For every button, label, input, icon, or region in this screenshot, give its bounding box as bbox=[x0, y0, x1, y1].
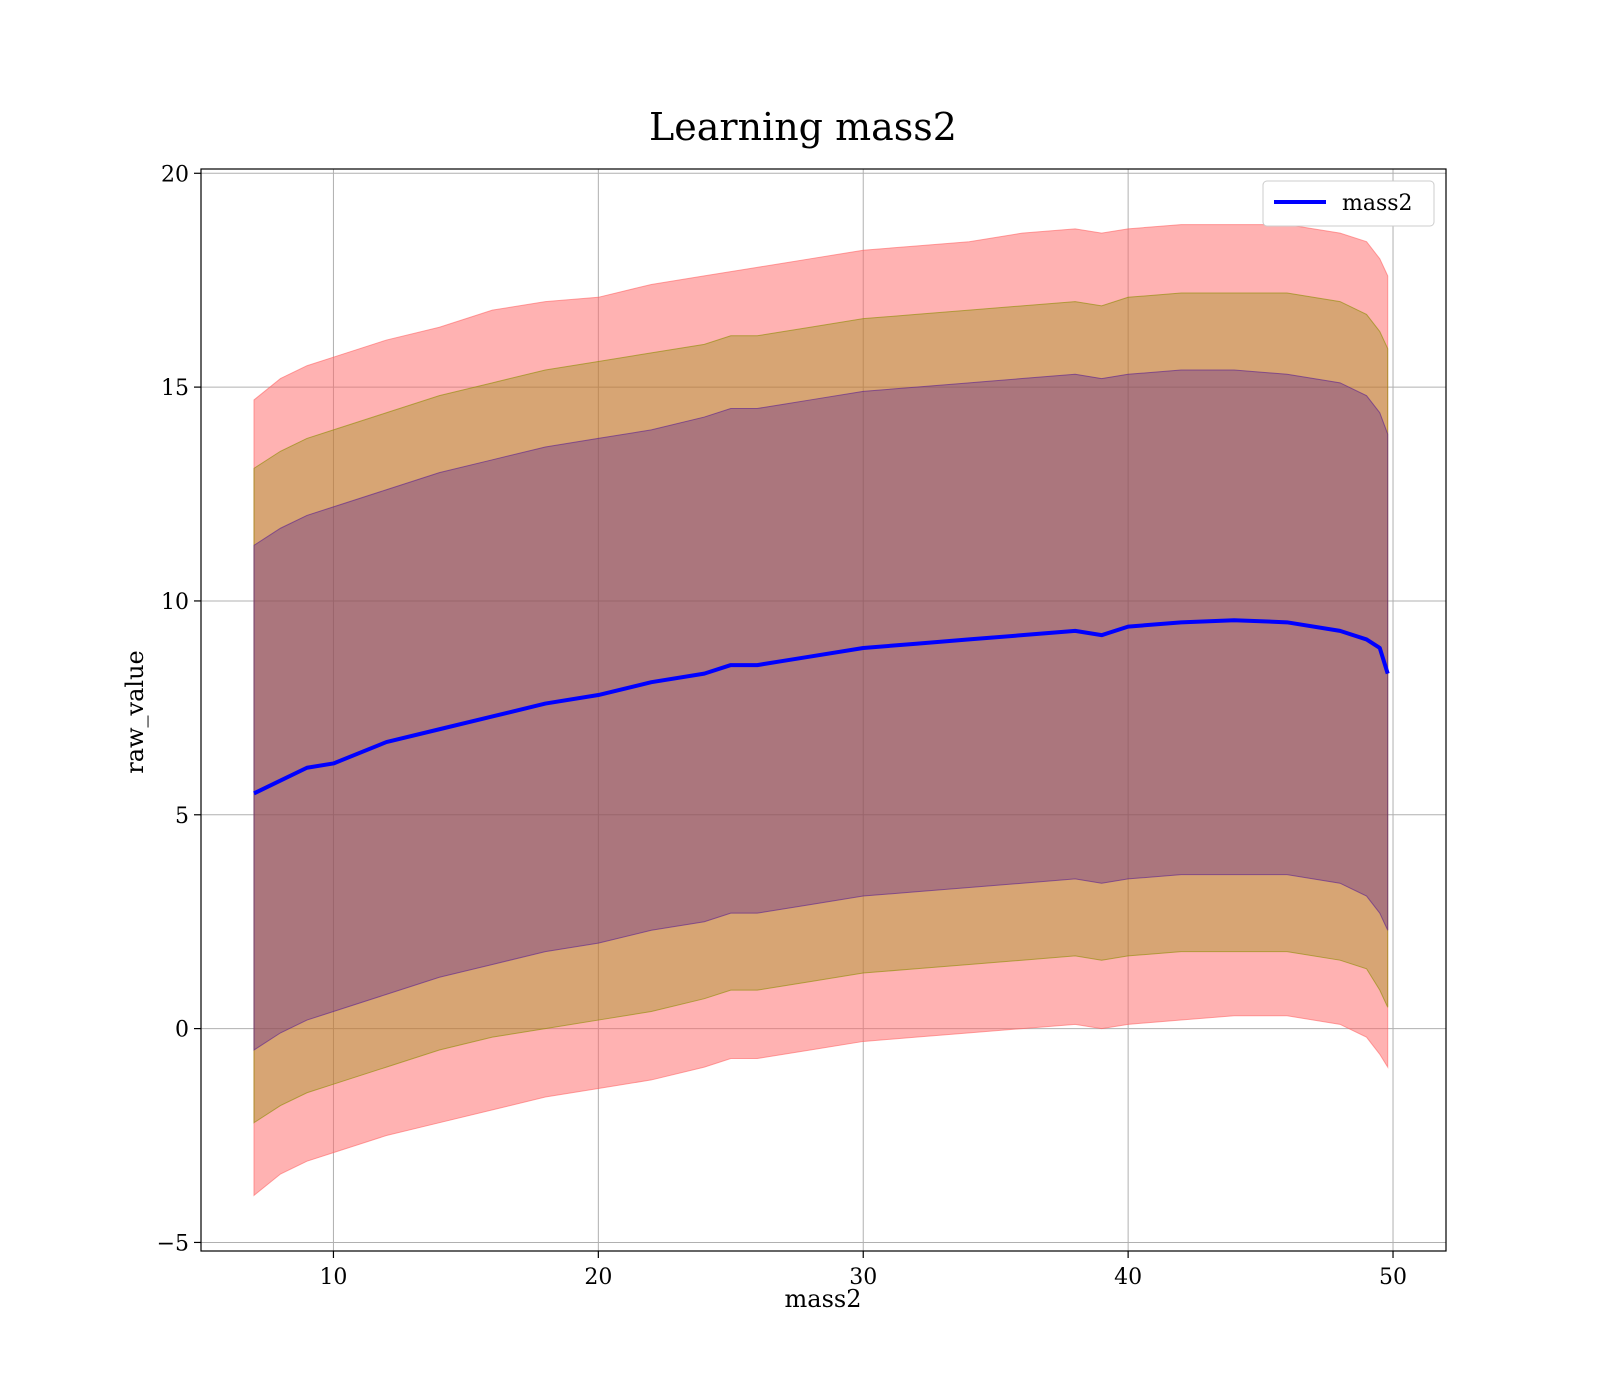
x-tick-label-40: 40 bbox=[1114, 1265, 1142, 1290]
x-tick-label-30: 30 bbox=[849, 1265, 877, 1290]
y-tick-label--5: −5 bbox=[157, 1231, 189, 1256]
series-line-mass2 bbox=[253, 618, 1390, 796]
y-tick-label-15: 15 bbox=[161, 376, 189, 401]
x-tick-label-50: 50 bbox=[1379, 1265, 1407, 1290]
chart-title: Learning mass2 bbox=[649, 105, 957, 149]
band-2 bbox=[253, 369, 1389, 1051]
band-1 bbox=[253, 292, 1389, 1124]
x-tick-label-20: 20 bbox=[584, 1265, 612, 1290]
x-ticks: 10 20 30 40 50 bbox=[319, 1251, 1407, 1290]
uncertainty-bands bbox=[253, 224, 1389, 1197]
legend-label-mass2: mass2 bbox=[1342, 191, 1413, 216]
series-lines bbox=[253, 618, 1390, 796]
legend: mass2 bbox=[1262, 180, 1435, 227]
y-ticks: −5 0 5 10 15 20 bbox=[157, 162, 201, 1256]
band-0 bbox=[253, 224, 1389, 1197]
legend-box bbox=[1262, 180, 1435, 227]
y-tick-label-5: 5 bbox=[175, 804, 189, 829]
y-tick-label-10: 10 bbox=[161, 590, 189, 615]
y-tick-label-20: 20 bbox=[161, 162, 189, 187]
x-tick-label-10: 10 bbox=[319, 1265, 347, 1290]
y-tick-label-0: 0 bbox=[175, 1018, 189, 1043]
x-axis-label: mass2 bbox=[785, 1285, 862, 1313]
plot-frame bbox=[200, 168, 1447, 1252]
y-axis-label: raw_value bbox=[121, 650, 149, 774]
